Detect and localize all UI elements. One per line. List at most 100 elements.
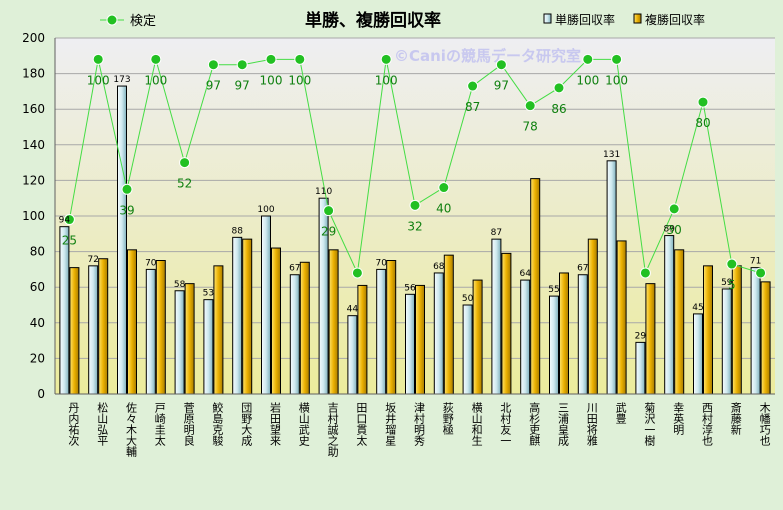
bar-fukusho xyxy=(242,238,253,395)
data-label-tansho: 72 xyxy=(87,255,98,265)
bar-tansho xyxy=(232,236,243,395)
chart-title: 単勝、複勝回収率 xyxy=(305,10,441,31)
marker-kentei xyxy=(611,53,623,65)
marker-kentei xyxy=(380,53,392,65)
x-tick-label: 木幡巧也 xyxy=(758,402,771,446)
y-tick-label: 60 xyxy=(30,280,45,294)
y-tick-label: 80 xyxy=(30,245,45,259)
data-label-kentei: 97 xyxy=(206,79,221,93)
data-label-tansho: 88 xyxy=(231,226,243,236)
bar-tansho xyxy=(433,272,444,395)
bar-fukusho xyxy=(587,238,598,395)
bar-fukusho xyxy=(501,252,512,395)
bar-tansho xyxy=(145,268,156,395)
marker-kentei xyxy=(351,267,363,279)
marker-kentei xyxy=(582,53,594,65)
bar-tansho xyxy=(376,268,387,395)
data-label-tansho: 55 xyxy=(548,285,559,295)
bar-tansho xyxy=(664,235,675,395)
bar-tansho xyxy=(520,279,531,395)
bar-fukusho xyxy=(559,272,569,395)
bar-fukusho xyxy=(299,261,310,395)
data-label-tansho: 71 xyxy=(750,257,761,267)
bar-fukusho xyxy=(127,249,137,395)
bar-fukusho xyxy=(472,279,483,395)
marker-kentei xyxy=(697,96,709,108)
data-label-tansho: 53 xyxy=(203,289,214,299)
x-tick-label: 斎藤新 xyxy=(729,401,742,435)
marker-kentei xyxy=(755,267,767,279)
bar-tansho xyxy=(750,267,761,395)
data-label-kentei: 29 xyxy=(321,225,336,239)
marker-kentei xyxy=(553,82,565,94)
x-tick-label: 横山武史 xyxy=(297,401,310,447)
bar-fukusho xyxy=(760,281,771,395)
x-tick-label: 鮫島克駿 xyxy=(211,401,224,447)
x-tick-label: 坂井瑠星 xyxy=(384,402,397,446)
marker-kentei xyxy=(121,183,133,195)
data-label-tansho: 110 xyxy=(315,187,332,197)
data-label-tansho: 87 xyxy=(491,228,502,238)
bar-tansho xyxy=(59,226,70,395)
bar-fukusho xyxy=(674,249,685,395)
data-label-kentei: 100 xyxy=(288,73,311,87)
x-tick-label: 団野大成 xyxy=(240,402,253,447)
marker-kentei xyxy=(438,182,450,194)
data-label-tansho: 68 xyxy=(433,262,445,272)
bar-fukusho xyxy=(703,265,713,395)
data-label-kentei: 100 xyxy=(260,73,283,87)
data-label-tansho: 67 xyxy=(577,264,588,274)
marker-kentei xyxy=(179,157,191,169)
data-label-tansho: 70 xyxy=(375,258,387,268)
data-label-kentei: 97 xyxy=(235,79,250,93)
legend-fukusho-swatch xyxy=(633,13,642,24)
x-tick-label: 田口貫太 xyxy=(355,402,368,447)
data-label-kentei: 100 xyxy=(87,73,110,87)
bar-tansho xyxy=(635,341,646,395)
x-tick-label: 菅原明良 xyxy=(182,402,195,447)
x-tick-label: 佐々木大輔 xyxy=(125,401,138,458)
bar-tansho xyxy=(491,238,502,395)
x-tick-label: 丹内祐次 xyxy=(67,402,80,447)
data-label-kentei: 100 xyxy=(144,73,167,87)
y-tick-label: 120 xyxy=(22,173,45,187)
marker-kentei xyxy=(92,53,104,65)
y-tick-label: 40 xyxy=(30,316,45,330)
data-label-tansho: 45 xyxy=(692,303,703,313)
bar-tansho xyxy=(549,295,559,395)
bar-fukusho xyxy=(616,240,627,395)
legend-tansho-label: 単勝回収率 xyxy=(555,12,615,27)
bar-tansho xyxy=(462,304,473,395)
x-tick-label: 津村明秀 xyxy=(413,402,426,446)
x-tick-label: 松山弘平 xyxy=(96,401,109,447)
legend-fukusho-label: 複勝回収率 xyxy=(645,12,705,27)
marker-kentei xyxy=(467,80,479,92)
marker-kentei xyxy=(409,199,421,211)
legend-kentei-marker xyxy=(106,14,118,26)
legend-kentei-label: 検定 xyxy=(130,14,156,29)
bar-fukusho xyxy=(386,260,397,395)
x-tick-label: 岩田望来 xyxy=(269,401,282,446)
bar-fukusho xyxy=(443,254,454,395)
bar-fukusho xyxy=(328,249,339,395)
bar-tansho xyxy=(347,315,358,395)
data-label-kentei: 80 xyxy=(695,116,710,130)
x-tick-label: 吉村誠之助 xyxy=(326,402,339,458)
bar-fukusho xyxy=(213,265,224,395)
marker-kentei xyxy=(668,203,680,215)
bar-fukusho xyxy=(415,284,425,395)
bar-fukusho xyxy=(357,284,368,395)
x-tick-label: 三浦皇成 xyxy=(557,402,570,447)
x-tick-label: 菊沢一樹 xyxy=(643,402,656,447)
data-label-kentei: 87 xyxy=(465,100,480,114)
data-label-tansho: 56 xyxy=(404,283,416,293)
data-label-kentei: 100 xyxy=(375,73,398,87)
data-label-tansho: 70 xyxy=(145,258,157,268)
data-label-kentei: 52 xyxy=(177,177,192,191)
data-label-tansho: 29 xyxy=(635,331,647,341)
bar-tansho xyxy=(261,215,271,395)
marker-kentei xyxy=(150,53,162,65)
data-label-tansho: 50 xyxy=(462,294,474,304)
